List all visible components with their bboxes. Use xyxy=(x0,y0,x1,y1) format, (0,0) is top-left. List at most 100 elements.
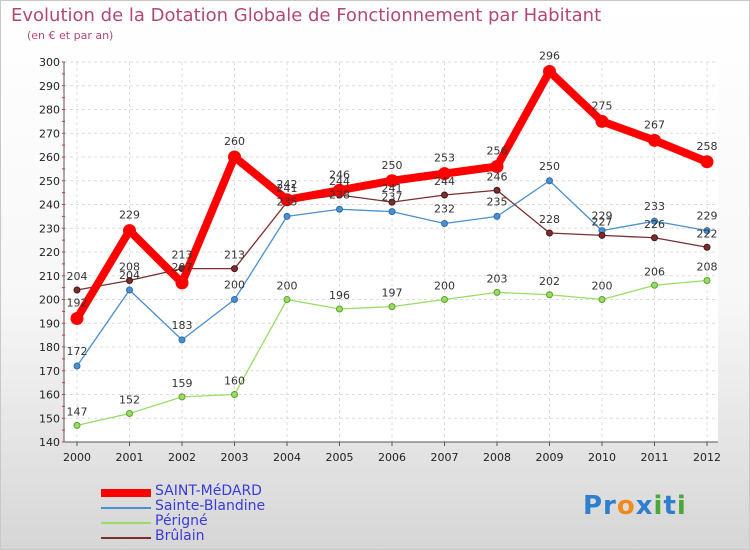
y-tick-label: 170 xyxy=(39,365,60,378)
data-point-2 xyxy=(73,421,81,429)
legend-label-brulain: Brûlain xyxy=(155,528,205,544)
grid xyxy=(64,61,718,443)
y-tick-label: 200 xyxy=(39,294,60,307)
data-point-0 xyxy=(543,65,556,78)
data-point-1 xyxy=(388,208,396,216)
data-label-3: 213 xyxy=(224,249,245,262)
data-point-0 xyxy=(280,193,294,207)
data-point-3 xyxy=(126,277,133,284)
y-tick-label: 190 xyxy=(39,317,60,330)
y-tick-label: 140 xyxy=(39,436,60,449)
data-point-1 xyxy=(493,212,501,220)
data-point-0 xyxy=(228,150,241,164)
data-point-2 xyxy=(178,393,186,401)
y-tick-label: 280 xyxy=(39,104,60,117)
data-point-0 xyxy=(438,167,451,181)
data-label-1: 200 xyxy=(224,279,245,292)
data-label-1: 172 xyxy=(67,345,88,358)
data-label-0: 192 xyxy=(67,297,88,310)
data-point-1 xyxy=(546,177,553,185)
data-label-3: 213 xyxy=(172,249,193,262)
data-point-1 xyxy=(651,217,658,225)
data-label-2: 208 xyxy=(697,261,718,274)
data-label-0: 207 xyxy=(172,261,193,274)
data-point-3 xyxy=(231,265,238,273)
data-label-2: 196 xyxy=(329,289,350,302)
legend-swatch-perigne xyxy=(101,522,151,524)
data-point-3 xyxy=(73,286,81,294)
data-label-2: 202 xyxy=(539,275,560,288)
data-point-2 xyxy=(546,291,553,299)
x-tick-label: 2000 xyxy=(63,451,91,464)
data-point-3 xyxy=(441,191,448,199)
y-tick-label: 180 xyxy=(39,341,60,354)
data-label-1: 229 xyxy=(697,210,718,223)
data-label-2: 200 xyxy=(434,280,455,293)
legend-label-saint-medard: SAINT-MéDARD xyxy=(155,483,262,499)
data-label-3: 246 xyxy=(487,170,508,183)
data-label-2: 152 xyxy=(119,394,140,407)
x-tick-label: 2010 xyxy=(588,451,616,464)
data-point-0 xyxy=(490,160,504,173)
data-point-2 xyxy=(388,303,396,311)
data-point-1 xyxy=(178,336,186,344)
y-tick-label: 210 xyxy=(39,270,60,283)
series-lines xyxy=(70,65,714,429)
data-point-2 xyxy=(493,288,501,296)
y-tick-label: 290 xyxy=(39,80,60,93)
data-label-2: 160 xyxy=(224,375,245,388)
data-point-0 xyxy=(700,155,714,169)
data-point-0 xyxy=(70,312,84,325)
data-point-2 xyxy=(231,391,238,398)
data-label-0: 258 xyxy=(697,140,718,153)
x-tick-label: 2001 xyxy=(116,451,144,464)
data-label-2: 159 xyxy=(172,377,193,390)
data-label-0: 275 xyxy=(592,99,613,112)
data-point-3 xyxy=(598,231,606,239)
data-label-0: 250 xyxy=(382,159,403,172)
data-point-1 xyxy=(126,286,133,294)
data-label-2: 200 xyxy=(277,280,298,293)
data-point-2 xyxy=(651,281,658,289)
data-label-2: 147 xyxy=(67,405,88,418)
data-label-1: 237 xyxy=(382,191,403,204)
data-point-1 xyxy=(441,220,448,227)
data-point-1 xyxy=(231,296,238,303)
data-point-0 xyxy=(333,183,346,197)
legend-label-perigne: Périgné xyxy=(155,513,208,529)
data-label-3: 208 xyxy=(119,261,140,274)
data-point-1 xyxy=(73,362,81,370)
data-point-0 xyxy=(648,133,661,147)
x-tick-label: 2011 xyxy=(641,451,669,464)
y-tick-label: 230 xyxy=(39,222,60,235)
chart-subtitle: (en € et par an) xyxy=(27,29,114,42)
axes: 140 150 160 170 180 190 200 210 220 230 240 250 260 2… xyxy=(39,56,721,464)
data-label-3: 222 xyxy=(697,227,718,240)
proxiti-logo: Proxiti xyxy=(583,491,687,521)
data-point-0 xyxy=(123,224,136,238)
data-labels: 192 229 207 260 242 246 250 253 256 296 275 267 258 1… xyxy=(67,50,718,419)
data-point-1 xyxy=(283,212,291,220)
legend-swatch-sainte-blandine xyxy=(101,507,151,509)
data-label-2: 206 xyxy=(644,265,665,278)
x-tick-label: 2004 xyxy=(273,451,301,464)
data-label-0: 229 xyxy=(119,209,140,222)
data-point-3 xyxy=(546,229,553,237)
data-label-0: 246 xyxy=(329,168,350,181)
data-point-3 xyxy=(493,186,501,194)
legend-item-brulain: Brûlain xyxy=(101,528,401,545)
data-label-1: 204 xyxy=(119,269,140,282)
legend: SAINT-MéDARD Sainte-Blandine Périgné Brû… xyxy=(101,483,401,545)
data-point-2 xyxy=(441,296,448,303)
data-point-2 xyxy=(283,296,291,303)
data-point-3 xyxy=(651,234,658,242)
data-label-1: 235 xyxy=(277,195,298,208)
legend-swatch-saint-medard xyxy=(101,489,151,497)
y-tick-label: 160 xyxy=(39,389,60,402)
data-label-1: 232 xyxy=(434,203,455,216)
y-tick-label: 270 xyxy=(39,127,60,140)
y-tick-label: 150 xyxy=(39,412,60,425)
data-point-0 xyxy=(595,114,609,128)
